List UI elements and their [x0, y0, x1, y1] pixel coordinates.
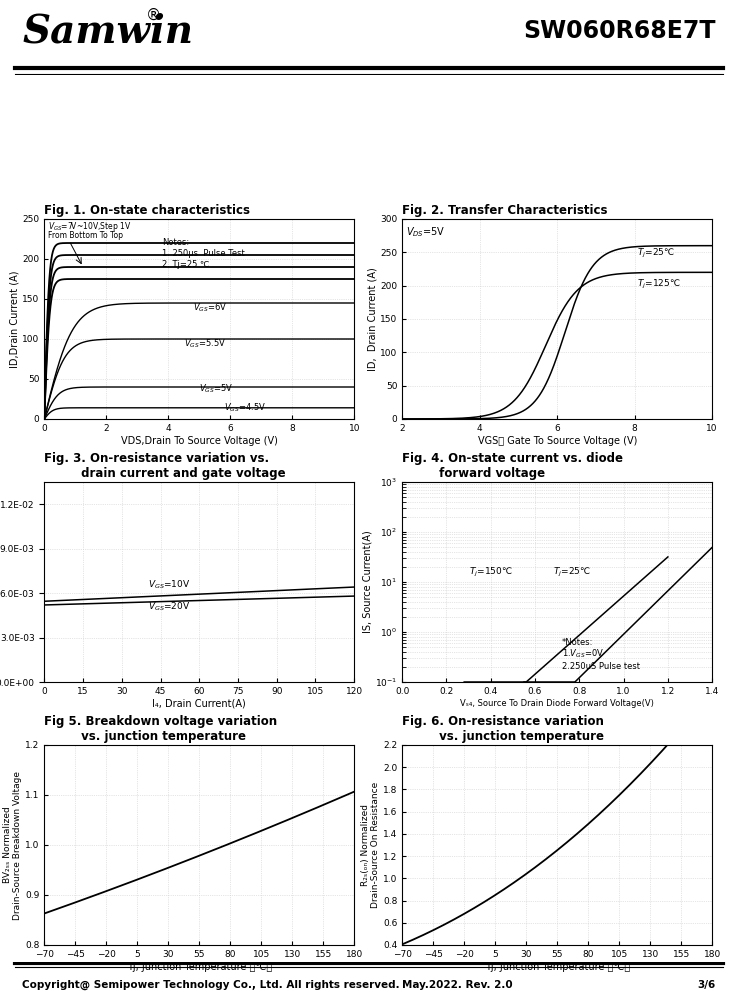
Text: 3/6: 3/6 [697, 980, 716, 990]
Text: 1.$V_{GS}$=0V: 1.$V_{GS}$=0V [562, 648, 604, 660]
X-axis label: Tj, Junction Temperature （℃）: Tj, Junction Temperature （℃） [127, 962, 272, 972]
Text: Samwin: Samwin [22, 12, 193, 50]
Text: 1. 250μs  Pulse Test: 1. 250μs Pulse Test [162, 249, 245, 258]
Text: $V_{GS}$=5.5V: $V_{GS}$=5.5V [184, 338, 226, 350]
Text: $T_j$=25℃: $T_j$=25℃ [553, 566, 590, 579]
X-axis label: VDS,Drain To Source Voltage (V): VDS,Drain To Source Voltage (V) [121, 436, 277, 446]
X-axis label: I₄, Drain Current(A): I₄, Drain Current(A) [152, 699, 246, 709]
Text: May.2022. Rev. 2.0: May.2022. Rev. 2.0 [402, 980, 513, 990]
Text: $T_j$=125℃: $T_j$=125℃ [637, 278, 680, 291]
Text: Fig. 4. On-state current vs. diode
         forward voltage: Fig. 4. On-state current vs. diode forwa… [402, 452, 623, 480]
Text: $V_{GS}$=7V~10V,Step 1V: $V_{GS}$=7V~10V,Step 1V [48, 220, 131, 233]
Text: Fig 5. Breakdown voltage variation
         vs. junction temperature: Fig 5. Breakdown voltage variation vs. j… [44, 715, 277, 743]
Y-axis label: BV₂ₛₛ Normalized
Drain-Source Breakdown Voltage: BV₂ₛₛ Normalized Drain-Source Breakdown … [3, 770, 22, 920]
Text: Notes:: Notes: [162, 238, 189, 247]
Text: Fig. 2. Transfer Characteristics: Fig. 2. Transfer Characteristics [402, 204, 607, 217]
Text: SW060R68E7T: SW060R68E7T [523, 19, 716, 43]
Text: *Notes:: *Notes: [562, 638, 593, 647]
Text: $V_{GS}$=10V: $V_{GS}$=10V [148, 578, 190, 591]
Text: Copyright@ Semipower Technology Co., Ltd. All rights reserved.: Copyright@ Semipower Technology Co., Ltd… [22, 980, 400, 990]
X-axis label: Tj, Junction Temperature （℃）: Tj, Junction Temperature （℃） [485, 962, 630, 972]
Y-axis label: R₂ₛ(ₒₙ) Normalized
Drain-Source On Resistance: R₂ₛ(ₒₙ) Normalized Drain-Source On Resis… [361, 782, 380, 908]
Y-axis label: ID,Drain Current (A): ID,Drain Current (A) [10, 270, 19, 368]
Y-axis label: ID,  Drain Current (A): ID, Drain Current (A) [368, 267, 377, 371]
Text: $V_{GS}$=6V: $V_{GS}$=6V [193, 301, 227, 314]
Text: Fig. 1. On-state characteristics: Fig. 1. On-state characteristics [44, 204, 250, 217]
Text: Fig. 3. On-resistance variation vs.
         drain current and gate voltage: Fig. 3. On-resistance variation vs. drai… [44, 452, 286, 480]
Text: Fig. 6. On-resistance variation
         vs. junction temperature: Fig. 6. On-resistance variation vs. junc… [402, 715, 604, 743]
Text: $V_{GS}$=20V: $V_{GS}$=20V [148, 600, 190, 613]
Text: 2.250uS Pulse test: 2.250uS Pulse test [562, 662, 640, 671]
Text: $V_{GS}$=5V: $V_{GS}$=5V [199, 383, 233, 395]
Text: From Bottom To Top: From Bottom To Top [48, 231, 123, 240]
Text: $V_{DS}$=5V: $V_{DS}$=5V [406, 226, 446, 239]
Text: 2. Tj=25 ℃: 2. Tj=25 ℃ [162, 260, 210, 269]
Y-axis label: IS, Source Current(A): IS, Source Current(A) [362, 531, 372, 633]
Text: $T_j$=150℃: $T_j$=150℃ [469, 566, 512, 579]
Text: $T_j$=25℃: $T_j$=25℃ [637, 247, 675, 260]
Text: $V_{GS}$=4.5V: $V_{GS}$=4.5V [224, 402, 266, 414]
X-axis label: VGS， Gate To Source Voltage (V): VGS， Gate To Source Voltage (V) [477, 436, 637, 446]
X-axis label: Vₛ₄, Source To Drain Diode Forward Voltage(V): Vₛ₄, Source To Drain Diode Forward Volta… [461, 699, 654, 708]
Text: ®: ® [146, 7, 162, 22]
